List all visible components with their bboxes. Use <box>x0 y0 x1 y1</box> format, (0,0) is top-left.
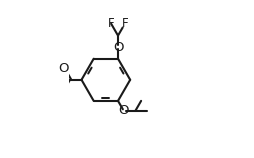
Text: O: O <box>113 41 123 54</box>
Text: O: O <box>119 104 129 117</box>
Text: O: O <box>58 62 69 75</box>
Text: F: F <box>122 17 129 30</box>
Text: F: F <box>107 17 114 30</box>
